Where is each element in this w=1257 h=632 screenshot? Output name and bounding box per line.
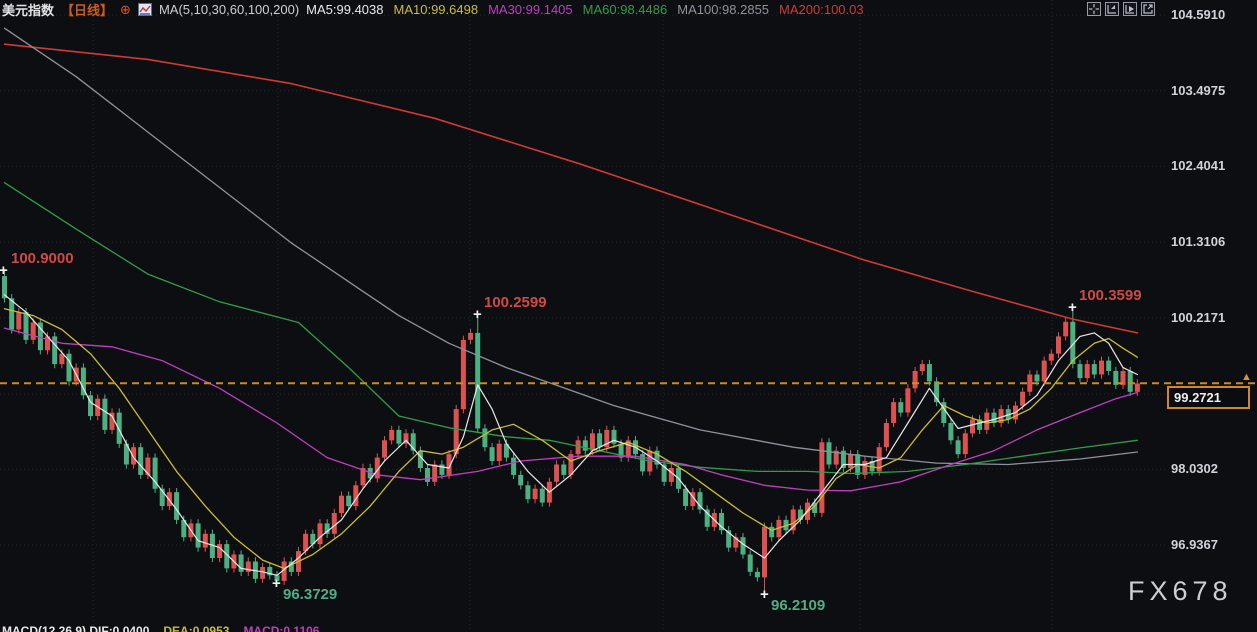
expand-plus-icon[interactable]: ⊕ — [120, 1, 131, 17]
ma-settings-label: MA(5,10,30,60,100,200) — [158, 1, 300, 17]
axis-label: 100.2171 — [1171, 310, 1226, 325]
ma-value-ma200: MA200:100.03 — [779, 1, 864, 17]
axis-label: 96.9367 — [1171, 537, 1218, 552]
ma-value-ma5: MA5:99.4038 — [306, 1, 384, 17]
ma-value-ma10: MA10:99.6498 — [393, 1, 479, 17]
extreme-marker-icon: + — [272, 575, 281, 592]
crosshair-icon[interactable] — [1087, 2, 1101, 16]
extreme-label: 96.3729 — [283, 586, 338, 603]
axis-label: 103.4975 — [1171, 83, 1226, 98]
extreme-marker-icon: + — [0, 262, 8, 279]
ma-line-ma30 — [3, 327, 1139, 492]
axis-label: 101.3106 — [1171, 234, 1226, 249]
shift-axis-icon[interactable] — [1123, 2, 1137, 16]
price-arrow-icon: ▲ — [1241, 371, 1252, 383]
ma-line-ma10 — [3, 308, 1139, 570]
ma-value-ma100: MA100:98.2855 — [677, 1, 770, 17]
scale-axis-icon[interactable] — [1105, 2, 1119, 16]
ma-line-ma100 — [3, 27, 1139, 466]
axis-label: 104.5910 — [1171, 7, 1226, 22]
detach-window-icon[interactable] — [1141, 2, 1155, 16]
macd-segment: DEA:0.0953 — [163, 624, 230, 632]
ma-values-row: MA5:99.4038 MA10:99.6498 MA30:99.1405 MA60:… — [306, 2, 873, 17]
ma-line-ma5 — [3, 294, 1139, 576]
fx678-watermark: FX678 — [1128, 576, 1233, 606]
macd-indicator-row: MACD(12,26,9) DIF:0.0400 DEA:0.0953 MACD:0… — [2, 624, 333, 632]
instrument-title: 美元指数 — [2, 2, 55, 18]
period-selector[interactable]: 【日线】 — [61, 2, 114, 18]
extreme-marker-icon: + — [760, 586, 769, 603]
macd-segment: MACD:0.1106 — [243, 624, 320, 632]
chart-toolbar — [1087, 2, 1155, 16]
extreme-marker-icon: + — [1068, 299, 1077, 316]
axis-label: 98.0302 — [1171, 461, 1218, 476]
ma-value-ma30: MA30:99.1405 — [488, 1, 573, 17]
extreme-label: 100.2599 — [484, 294, 547, 311]
chart-type-icon[interactable] — [137, 2, 152, 16]
extreme-label: 100.3599 — [1079, 287, 1142, 304]
axis-label: 102.4041 — [1171, 158, 1226, 173]
extreme-label: 96.2109 — [771, 597, 826, 614]
ma-value-ma60: MA60:98.4486 — [582, 1, 668, 17]
macd-segment: MACD(12,26,9) DIF:0.0400 — [2, 624, 150, 632]
extreme-marker-icon: + — [473, 306, 482, 323]
extreme-label: 100.9000 — [11, 250, 74, 267]
ma-line-ma200 — [3, 43, 1139, 334]
ma-line-ma60 — [3, 182, 1139, 475]
chart-header: 美元指数 【日线】 ⊕ MA(5,10,30,60,100,200) MA5:9… — [2, 1, 874, 18]
current-price-badge: 99.2721 — [1167, 386, 1250, 409]
